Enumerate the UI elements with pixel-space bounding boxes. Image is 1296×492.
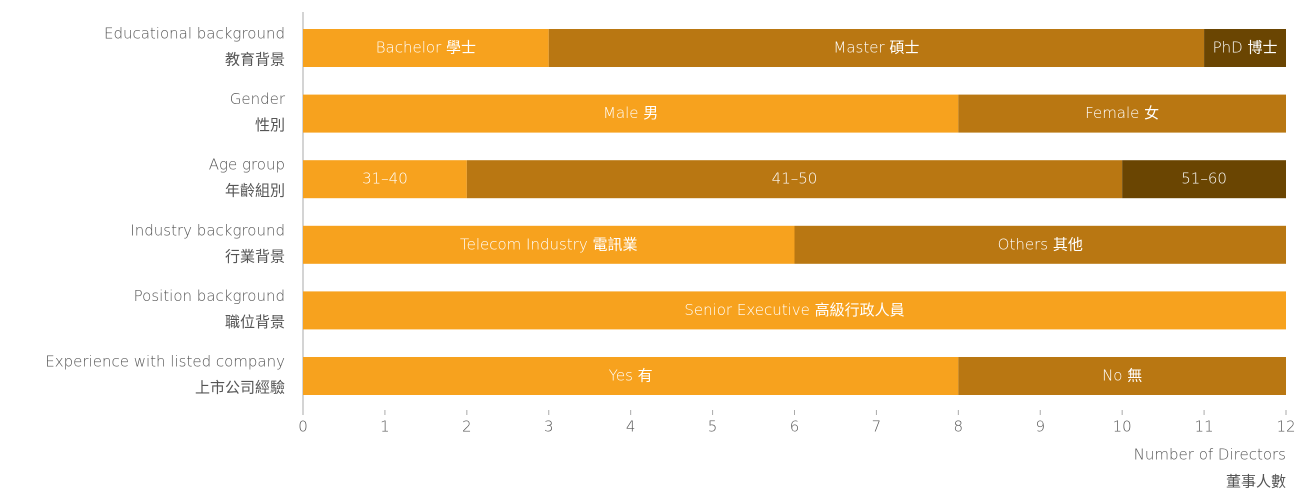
x-tick-label: 11 [1195, 418, 1214, 436]
x-tick-label: 10 [1113, 418, 1132, 436]
segment-label: Others 其他 [998, 235, 1083, 253]
category-label: 上市公司經驗 [195, 379, 285, 397]
segment-label: PhD 博士 [1213, 39, 1278, 57]
x-tick-label: 4 [626, 418, 636, 436]
bar-segment [303, 291, 1286, 330]
x-axis-label: 董事人數 [1226, 473, 1286, 491]
x-tick-label: 5 [708, 418, 718, 436]
bar-segment [958, 94, 1286, 133]
segment-label: Senior Executive 高級行政人員 [684, 301, 904, 319]
bar-segment [1204, 29, 1286, 67]
segment-label: 41–50 [772, 170, 818, 188]
bar-segment [303, 225, 795, 264]
category-label: Age group [209, 156, 285, 174]
x-axis-label: Number of Directors [1134, 446, 1286, 464]
category-label: 教育背景 [225, 51, 285, 69]
x-tick-label: 0 [298, 418, 308, 436]
bar-segment [303, 357, 959, 395]
x-tick-label: 3 [544, 418, 554, 436]
segment-label: 51–60 [1181, 170, 1227, 188]
x-tick-label: 8 [954, 418, 964, 436]
category-label: Educational background [104, 25, 285, 43]
segment-label: Female 女 [1085, 104, 1159, 122]
bar-segment [958, 357, 1286, 395]
x-tick-label: 12 [1276, 418, 1295, 436]
bar-segment [794, 225, 1286, 264]
x-tick-label: 1 [380, 418, 390, 436]
segment-label: Yes 有 [609, 367, 653, 385]
category-label: Gender [230, 90, 286, 108]
category-label: 職位背景 [225, 313, 285, 331]
segment-label: 31–40 [362, 170, 408, 188]
category-label: Industry background [130, 221, 285, 239]
category-label: 行業背景 [225, 247, 285, 265]
segment-label: Master 碩士 [833, 39, 919, 57]
segment-label: No 無 [1102, 367, 1142, 385]
bar-segment [303, 29, 549, 67]
x-tick-label: 9 [1035, 418, 1045, 436]
bar-segment [548, 29, 1205, 67]
category-label: Experience with listed company [45, 353, 285, 371]
x-tick-label: 2 [462, 418, 472, 436]
bar-segment [303, 94, 959, 133]
x-tick-label: 6 [790, 418, 800, 436]
category-label: Position background [134, 287, 285, 305]
category-label: 年齡組別 [225, 182, 285, 200]
x-tick-label: 7 [872, 418, 882, 436]
segment-label: Telecom Industry 電訊業 [460, 235, 638, 253]
bar-segment [303, 160, 467, 199]
segment-label: Male 男 [603, 104, 658, 122]
category-label: 性別 [255, 116, 285, 134]
bar-segment [1122, 160, 1286, 199]
bar-segment [466, 160, 1123, 199]
segment-label: Bachelor 學士 [376, 39, 476, 57]
